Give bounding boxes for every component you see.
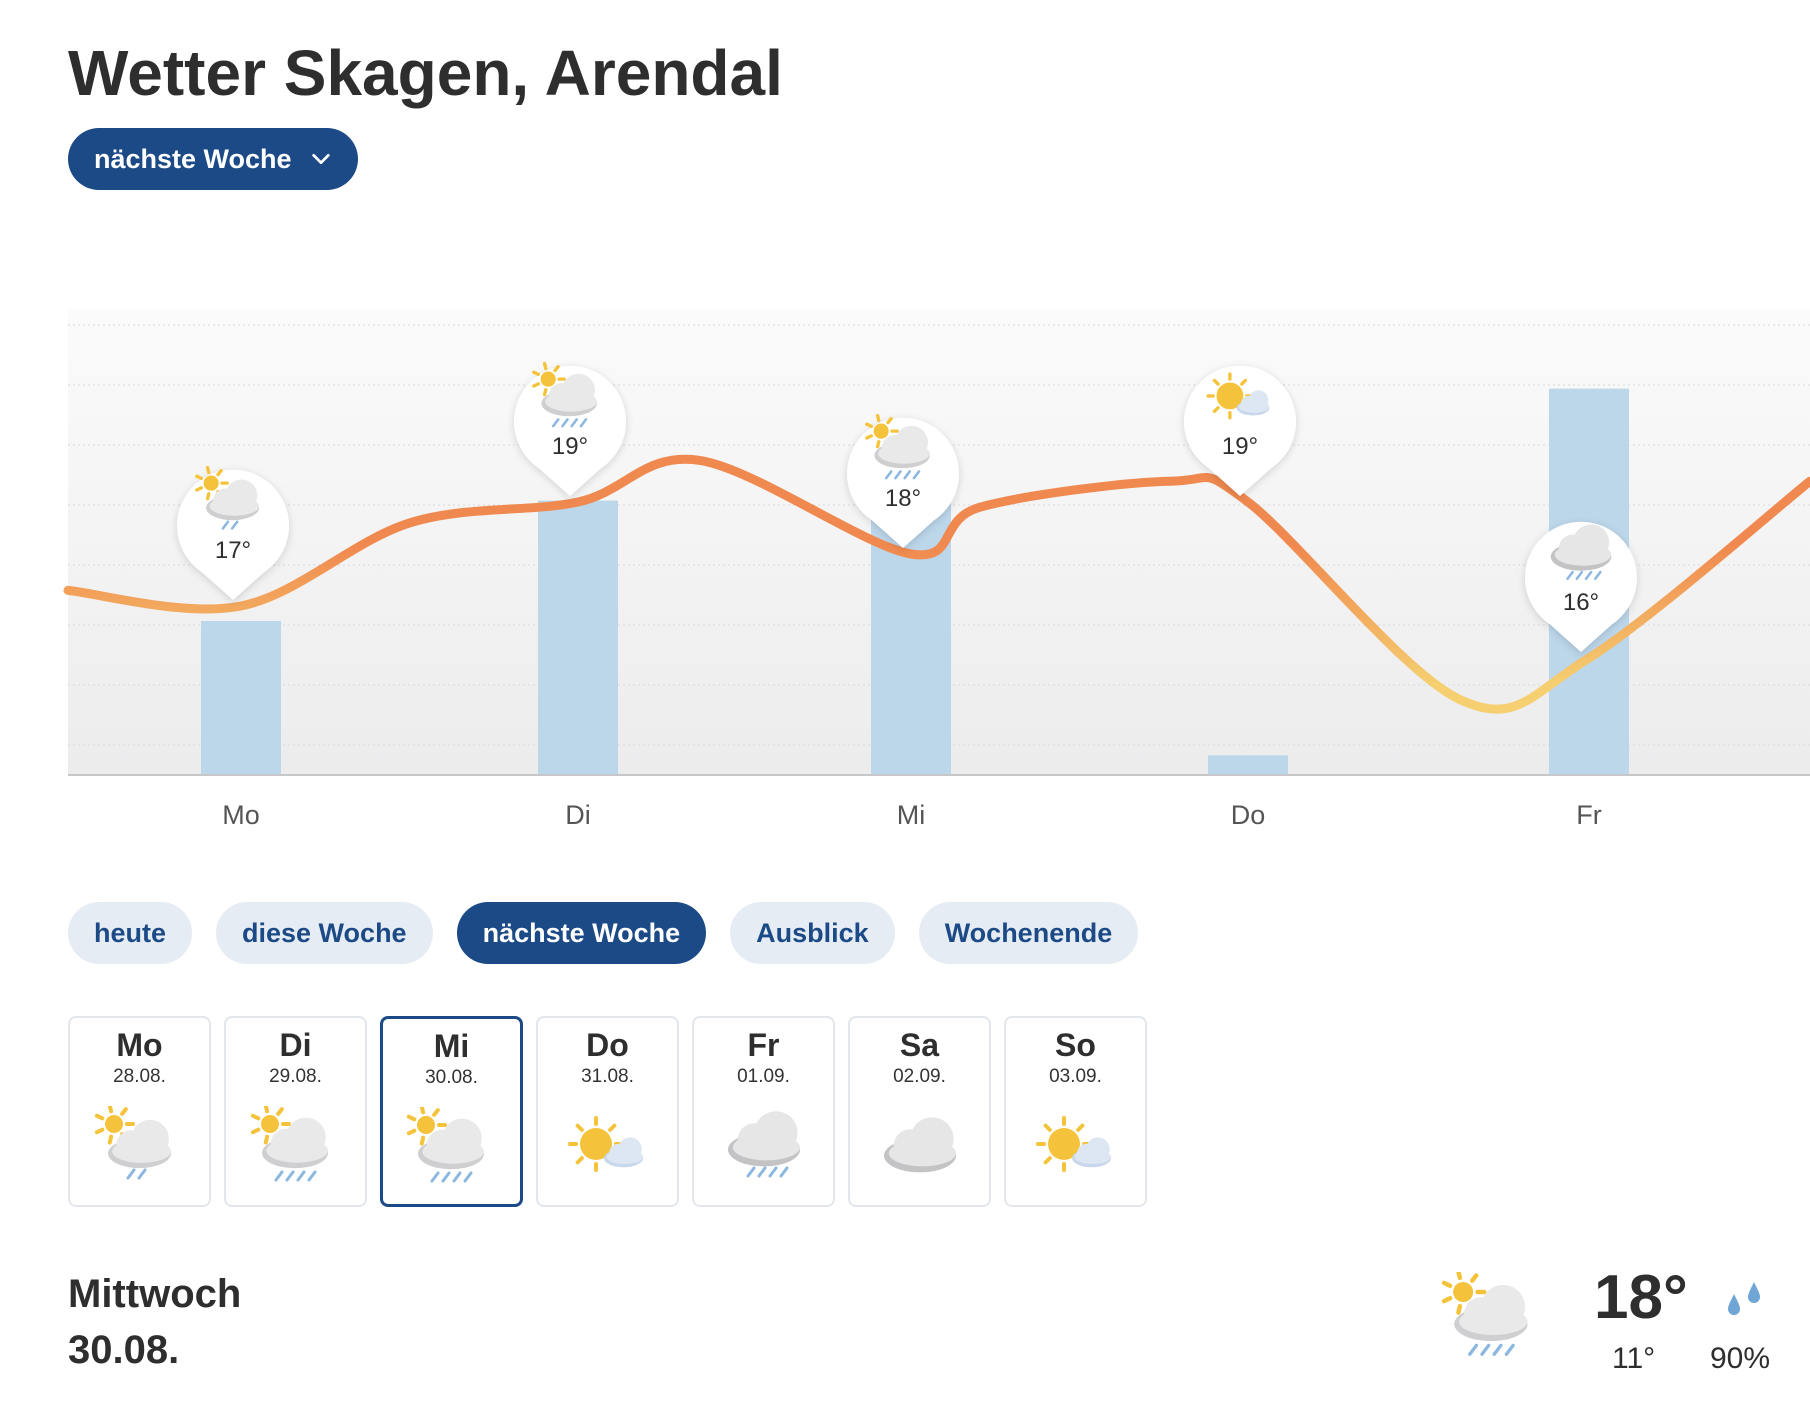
day-card-sa[interactable]: Sa 02.09. bbox=[848, 1016, 991, 1207]
x-axis-label: Fr bbox=[1576, 800, 1601, 830]
period-dropdown-label: nächste Woche bbox=[94, 143, 292, 174]
temperature-pin bbox=[847, 417, 959, 548]
temperature-pin bbox=[514, 365, 627, 496]
precipitation-bar bbox=[1208, 755, 1288, 775]
day-date: 02.09. bbox=[893, 1066, 946, 1087]
day-card-so[interactable]: So 03.09. bbox=[1004, 1016, 1147, 1207]
detail-min-temp: 11° bbox=[1612, 1342, 1656, 1375]
sun-cloud-light-rain-icon bbox=[94, 1106, 171, 1180]
day-date: 29.08. bbox=[269, 1066, 322, 1087]
x-axis-label: Mo bbox=[222, 800, 260, 830]
day-name: So bbox=[1055, 1027, 1096, 1063]
chevron-down-icon bbox=[311, 153, 330, 165]
day-date: 01.09. bbox=[737, 1066, 790, 1087]
detail-max-temp: 18° bbox=[1594, 1263, 1688, 1332]
sun-cloud-icon bbox=[1206, 372, 1270, 420]
day-date: 03.09. bbox=[1049, 1066, 1102, 1087]
pin-temp-label: 19° bbox=[552, 433, 588, 460]
sun-cloud-icon bbox=[1035, 1116, 1111, 1172]
cloud-icon bbox=[883, 1117, 956, 1173]
x-axis-label: Di bbox=[565, 800, 591, 830]
day-name: Do bbox=[586, 1027, 629, 1063]
temperature-pin bbox=[176, 469, 289, 600]
day-card-fr[interactable]: Fr 01.09. bbox=[692, 1016, 835, 1207]
sun-cloud-rain-icon bbox=[250, 1106, 328, 1182]
x-axis-label: Do bbox=[1231, 800, 1266, 830]
tab-wochenende[interactable]: Wochenende bbox=[918, 902, 1139, 964]
precipitation-bar bbox=[538, 500, 618, 775]
pin-temp-label: 19° bbox=[1222, 433, 1258, 460]
tab-label: diese Woche bbox=[242, 917, 407, 948]
detail-day-name: Mittwoch bbox=[68, 1272, 242, 1316]
day-name: Mo bbox=[116, 1027, 163, 1063]
period-tabs: heute diese Woche nächste Woche Ausblick… bbox=[68, 902, 1139, 964]
tab-label: nächste Woche bbox=[482, 917, 681, 948]
day-name: Mi bbox=[433, 1028, 470, 1064]
chart-svg: 17° 19° 18° 19° 16° Mo Di Mi Do Fr bbox=[63, 310, 1810, 830]
pin-temp-label: 16° bbox=[1563, 589, 1599, 616]
period-dropdown[interactable]: nächste Woche bbox=[68, 128, 358, 190]
day-card-mi[interactable]: Mi 30.08. bbox=[380, 1016, 523, 1207]
tab-heute[interactable]: heute bbox=[68, 902, 193, 964]
day-date: 31.08. bbox=[581, 1066, 634, 1087]
sun-cloud-icon bbox=[567, 1116, 643, 1172]
sun-cloud-light-rain-icon bbox=[195, 465, 260, 530]
tab-ausblick[interactable]: Ausblick bbox=[730, 902, 895, 964]
cloud-rain-icon bbox=[1550, 524, 1612, 581]
day-name: Sa bbox=[899, 1027, 940, 1063]
day-name: Fr bbox=[747, 1027, 780, 1063]
day-date: 28.08. bbox=[113, 1066, 166, 1087]
sun-cloud-rain-icon bbox=[865, 413, 930, 480]
tab-diese-woche[interactable]: diese Woche bbox=[216, 902, 433, 964]
tab-label: Ausblick bbox=[756, 917, 869, 948]
pin-temp-label: 17° bbox=[215, 537, 251, 564]
sun-cloud-rain-icon bbox=[532, 361, 597, 428]
detail-date: 30.08. bbox=[68, 1328, 180, 1372]
day-card-mo[interactable]: Mo 28.08. bbox=[68, 1016, 211, 1207]
cloud-rain-icon bbox=[727, 1111, 800, 1178]
pin-temp-label: 18° bbox=[885, 485, 921, 512]
x-axis-label: Mi bbox=[897, 800, 926, 830]
page-title: Wetter Skagen, Arendal bbox=[68, 37, 783, 109]
day-card-do[interactable]: Do 31.08. bbox=[536, 1016, 679, 1207]
raindrops-icon bbox=[1728, 1282, 1760, 1315]
temperature-line bbox=[63, 454, 1810, 714]
sun-cloud-rain-icon bbox=[1441, 1272, 1528, 1356]
day-card-di[interactable]: Di 29.08. bbox=[224, 1016, 367, 1207]
tab-label: heute bbox=[94, 917, 167, 948]
day-cards: Mo 28.08. Di 29.08. Mi 30.08. Do 31.08. bbox=[68, 1016, 1147, 1207]
detail-rain-probability: 90% bbox=[1710, 1342, 1771, 1375]
sun-cloud-rain-icon bbox=[406, 1107, 484, 1183]
day-name: Di bbox=[279, 1027, 312, 1063]
temperature-chart: 17° 19° 18° 19° 16° Mo Di Mi Do Fr bbox=[0, 300, 1810, 860]
tab-naechste-woche[interactable]: nächste Woche bbox=[456, 902, 707, 964]
tab-label: Wochenende bbox=[944, 917, 1113, 948]
precipitation-bar bbox=[201, 621, 281, 775]
day-date: 30.08. bbox=[425, 1067, 478, 1088]
